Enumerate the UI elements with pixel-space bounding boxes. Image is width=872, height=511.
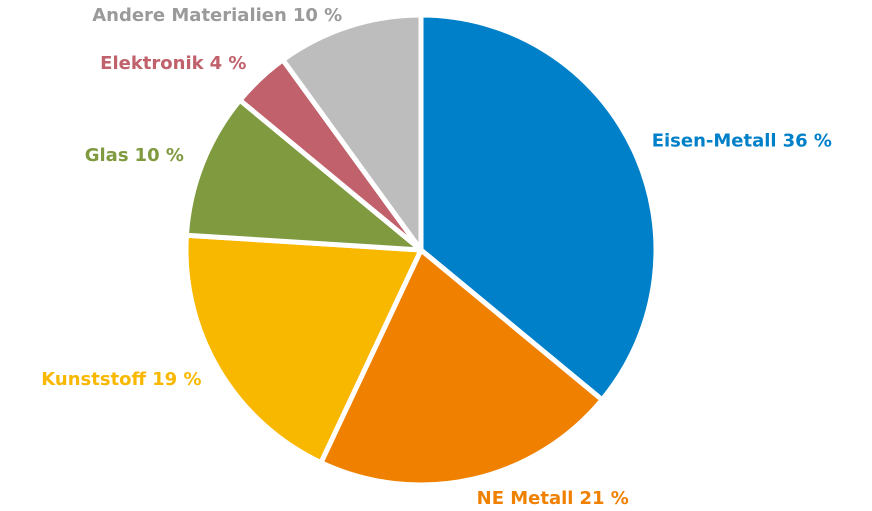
slice-label: NE Metall 21 % (477, 488, 629, 507)
pie-slice (418, 12, 659, 403)
pie-slice (183, 97, 424, 253)
slice-name: Eisen-Metall (652, 130, 777, 151)
slice-name: NE Metall (477, 488, 574, 507)
slice-value: 4 % (210, 53, 247, 74)
slice-name: Glas (85, 145, 129, 166)
pie-slice (183, 232, 424, 466)
slice-label: Glas 10 % (85, 145, 184, 166)
slice-label: Kunststoff 19 % (41, 369, 201, 390)
pie-slice (318, 247, 605, 488)
slice-value: 19 % (152, 369, 201, 390)
slice-label: Eisen-Metall 36 % (652, 130, 832, 151)
pie-slice (280, 12, 424, 253)
slice-name: Andere Materialien (92, 5, 287, 26)
slice-label: Andere Materialien 10 % (92, 5, 342, 26)
slice-value: 10 % (293, 5, 342, 26)
slice-value: 21 % (579, 488, 628, 507)
slice-name: Kunststoff (41, 369, 146, 390)
slice-label: Elektronik 4 % (100, 53, 246, 74)
slice-value: 36 % (783, 130, 832, 151)
slice-value: 10 % (135, 145, 184, 166)
slice-name: Elektronik (100, 53, 204, 74)
